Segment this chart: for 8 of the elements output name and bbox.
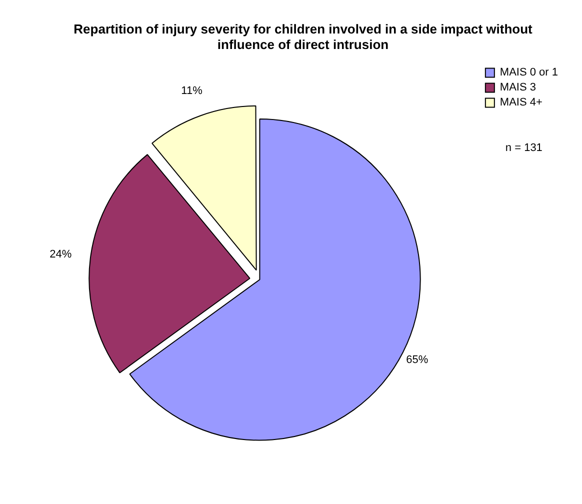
data-label: 65% (406, 354, 428, 366)
legend-label: MAIS 3 (500, 82, 536, 94)
text: n = 131 (505, 142, 542, 154)
chart-title: Repartition of injury severity for children involved in a side impact without influence of direct intrusion (74, 21, 534, 52)
legend-label: MAIS 0 or 1 (500, 66, 558, 79)
data-label: 24% (50, 248, 72, 260)
legend-label: MAIS 4+ (500, 96, 542, 109)
data-label: 11% (181, 84, 203, 97)
